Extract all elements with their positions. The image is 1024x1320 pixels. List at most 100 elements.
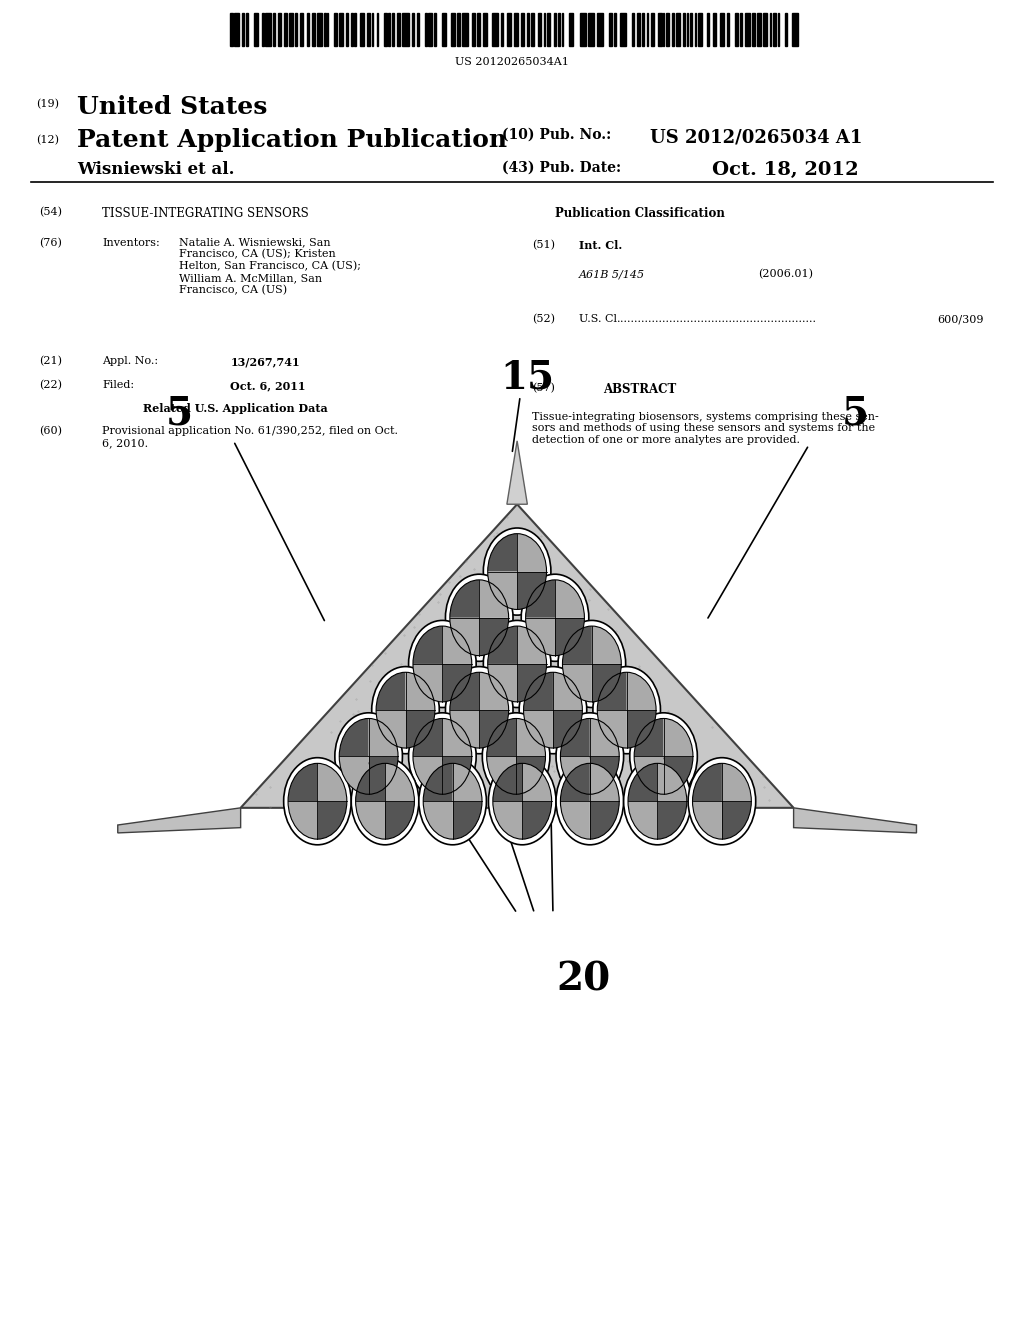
Wedge shape xyxy=(555,618,585,656)
Bar xyxy=(388,13,390,46)
Bar xyxy=(544,13,545,46)
Circle shape xyxy=(630,713,697,800)
Wedge shape xyxy=(369,718,398,756)
Wedge shape xyxy=(450,672,479,710)
Bar xyxy=(647,13,648,46)
Wedge shape xyxy=(722,763,752,801)
Wedge shape xyxy=(493,801,522,840)
Wedge shape xyxy=(423,801,453,840)
Bar xyxy=(707,13,709,46)
Bar xyxy=(580,13,586,46)
Bar xyxy=(417,13,419,46)
Bar xyxy=(501,13,503,46)
Bar xyxy=(360,13,364,46)
Wedge shape xyxy=(442,756,472,795)
Circle shape xyxy=(409,713,476,800)
Bar xyxy=(527,13,529,46)
Bar xyxy=(372,13,373,46)
Wedge shape xyxy=(479,710,509,748)
Polygon shape xyxy=(794,808,916,833)
Bar xyxy=(745,13,750,46)
Wedge shape xyxy=(450,579,479,618)
Bar xyxy=(367,13,370,46)
Bar xyxy=(346,13,348,46)
Bar xyxy=(327,13,328,46)
Bar xyxy=(687,13,688,46)
Wedge shape xyxy=(664,718,693,756)
Wedge shape xyxy=(664,756,693,795)
Text: (57): (57) xyxy=(532,383,555,393)
Wedge shape xyxy=(522,801,552,840)
Wedge shape xyxy=(592,626,622,664)
Circle shape xyxy=(419,758,486,845)
Bar xyxy=(317,13,322,46)
Bar xyxy=(384,13,387,46)
Wedge shape xyxy=(339,718,369,756)
Bar xyxy=(242,13,244,46)
Wedge shape xyxy=(486,718,516,756)
Bar xyxy=(425,13,427,46)
Bar xyxy=(402,13,409,46)
Wedge shape xyxy=(487,572,517,610)
Wedge shape xyxy=(487,626,517,664)
Text: Filed:: Filed: xyxy=(102,380,134,391)
Bar xyxy=(663,13,664,46)
Bar xyxy=(727,13,729,46)
Bar xyxy=(569,13,573,46)
Bar xyxy=(284,13,287,46)
Wedge shape xyxy=(634,718,664,756)
Bar xyxy=(442,13,446,46)
Wedge shape xyxy=(517,533,547,572)
Text: 13/267,741: 13/267,741 xyxy=(230,356,300,367)
Wedge shape xyxy=(590,718,620,756)
Circle shape xyxy=(482,713,550,800)
Circle shape xyxy=(483,528,551,615)
Bar xyxy=(457,13,460,46)
Circle shape xyxy=(483,620,551,708)
Wedge shape xyxy=(406,710,435,748)
Text: A61B 5/145: A61B 5/145 xyxy=(579,269,645,280)
Bar xyxy=(740,13,742,46)
Bar xyxy=(278,13,281,46)
Bar xyxy=(289,13,293,46)
Bar xyxy=(521,13,524,46)
Bar xyxy=(397,13,400,46)
Bar xyxy=(757,13,761,46)
Bar xyxy=(262,13,264,46)
Wedge shape xyxy=(657,763,687,801)
Wedge shape xyxy=(450,618,479,656)
Wedge shape xyxy=(493,763,522,801)
Circle shape xyxy=(556,758,624,845)
Polygon shape xyxy=(118,808,241,833)
Text: TISSUE-INTEGRATING SENSORS: TISSUE-INTEGRATING SENSORS xyxy=(102,207,309,220)
Text: Related U.S. Application Data: Related U.S. Application Data xyxy=(143,403,328,413)
Wedge shape xyxy=(562,664,592,702)
Bar xyxy=(334,13,337,46)
Bar xyxy=(254,13,258,46)
Wedge shape xyxy=(369,756,398,795)
Wedge shape xyxy=(590,763,620,801)
Bar xyxy=(295,13,297,46)
Text: US 20120265034A1: US 20120265034A1 xyxy=(455,57,569,67)
Bar xyxy=(462,13,468,46)
Wedge shape xyxy=(628,801,657,840)
Bar xyxy=(770,13,771,46)
Bar xyxy=(698,13,702,46)
Bar xyxy=(451,13,455,46)
Wedge shape xyxy=(627,710,656,748)
Bar xyxy=(307,13,309,46)
Bar xyxy=(412,13,414,46)
Bar xyxy=(637,13,640,46)
Text: (22): (22) xyxy=(39,380,61,391)
Bar xyxy=(531,13,534,46)
Text: (12): (12) xyxy=(36,135,58,145)
Bar xyxy=(265,13,271,46)
Bar xyxy=(785,13,787,46)
Bar xyxy=(735,13,738,46)
Circle shape xyxy=(284,758,351,845)
Text: Publication Classification: Publication Classification xyxy=(555,207,725,220)
Wedge shape xyxy=(453,801,482,840)
Bar xyxy=(792,13,798,46)
Wedge shape xyxy=(317,763,347,801)
Bar xyxy=(620,13,626,46)
